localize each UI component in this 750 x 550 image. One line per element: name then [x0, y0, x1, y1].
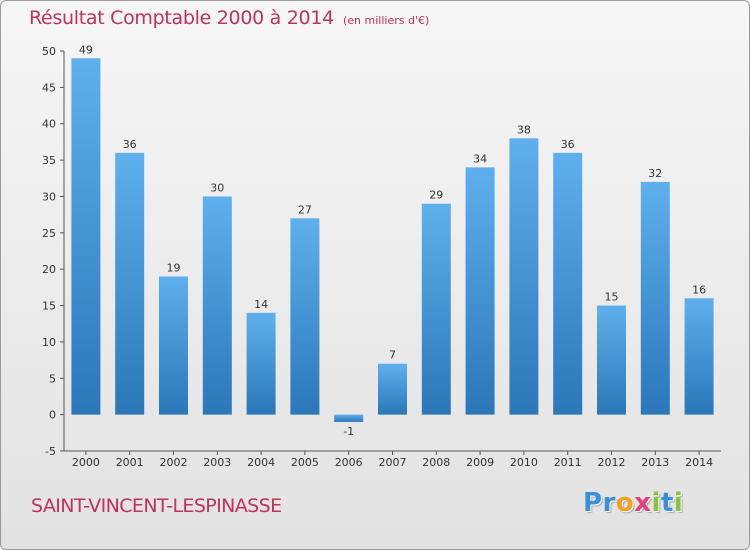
bar-value-label: 19	[167, 261, 181, 274]
y-tick-label: 45	[42, 81, 56, 94]
bar-value-label: 30	[210, 181, 224, 194]
commune-name: SAINT-VINCENT-LESPINASSE	[31, 495, 282, 517]
y-tick-label: 50	[42, 45, 56, 58]
bar-value-label: 36	[123, 138, 137, 151]
bar	[159, 276, 188, 415]
bar	[465, 167, 495, 415]
bar-value-label: 16	[692, 283, 706, 296]
x-tick-label: 2003	[203, 456, 231, 469]
logo-letter: o	[615, 488, 635, 518]
x-tick-label: 2009	[466, 456, 494, 469]
bar	[334, 414, 364, 422]
x-tick-label: 2007	[379, 456, 407, 469]
bar	[684, 298, 714, 415]
bar	[71, 58, 101, 415]
bar-value-label: 14	[254, 298, 268, 311]
logo-letter: t	[660, 488, 674, 518]
logo-letter: P	[583, 488, 603, 518]
y-tick-label: 0	[49, 409, 56, 422]
bar	[597, 305, 626, 415]
y-tick-label: 40	[42, 118, 56, 131]
bar-value-label: 34	[473, 152, 487, 165]
bar-value-label: 38	[517, 123, 531, 136]
bar-value-label: 36	[561, 138, 575, 151]
bar	[509, 138, 539, 415]
bar-value-label: 7	[389, 349, 396, 362]
x-tick-label: 2002	[160, 456, 188, 469]
x-tick-label: 2005	[291, 456, 319, 469]
x-tick-label: 2001	[116, 456, 144, 469]
bar	[378, 363, 407, 415]
x-tick-label: 2008	[422, 456, 450, 469]
y-tick-label: 20	[42, 263, 56, 276]
bar-value-label: 32	[648, 167, 662, 180]
logo-letter: x	[634, 488, 652, 518]
y-tick-label: 25	[42, 227, 56, 240]
x-tick-label: 2006	[335, 456, 363, 469]
y-tick-label: -5	[45, 445, 56, 458]
y-tick-label: 15	[42, 300, 56, 313]
logo-letter: i	[651, 488, 661, 518]
bar-value-label: 15	[605, 291, 619, 304]
logo-letter: i	[673, 488, 684, 518]
y-tick-label: 30	[42, 190, 56, 203]
bar-value-label: -1	[343, 425, 354, 438]
x-tick-label: 2014	[685, 456, 713, 469]
logo-letter: r	[602, 488, 616, 518]
proxiti-logo[interactable]: Proxiti	[583, 488, 683, 518]
x-tick-label: 2000	[72, 456, 100, 469]
axes: -5 0 5 10 15 20 25 30 35 40 45 50 2000 2001 2002 2003 20…	[42, 45, 721, 469]
bar	[553, 152, 583, 415]
bar	[246, 312, 276, 415]
chart-subtitle: (en milliers d'€)	[343, 14, 430, 27]
bar	[421, 203, 451, 415]
x-tick-label: 2004	[247, 456, 275, 469]
chart-title: Résultat Comptable 2000 à 2014	[29, 7, 334, 29]
bar	[640, 181, 670, 415]
bar	[202, 196, 232, 415]
x-tick-label: 2012	[598, 456, 626, 469]
bar	[290, 218, 320, 415]
bar-value-label: 29	[429, 189, 443, 202]
bar	[115, 152, 145, 415]
bar-value-label: 27	[298, 203, 312, 216]
y-tick-label: 10	[42, 336, 56, 349]
y-tick-label: 5	[49, 372, 56, 385]
y-tick-label: 35	[42, 154, 56, 167]
data-labels: 49 36 19 30 14 27 -1 7 29 34 38 36 15 32 16	[79, 43, 706, 438]
x-tick-label: 2011	[554, 456, 582, 469]
x-tick-label: 2010	[510, 456, 538, 469]
bars	[71, 58, 714, 422]
bar-value-label: 49	[79, 43, 93, 56]
x-tick-label: 2013	[641, 456, 669, 469]
